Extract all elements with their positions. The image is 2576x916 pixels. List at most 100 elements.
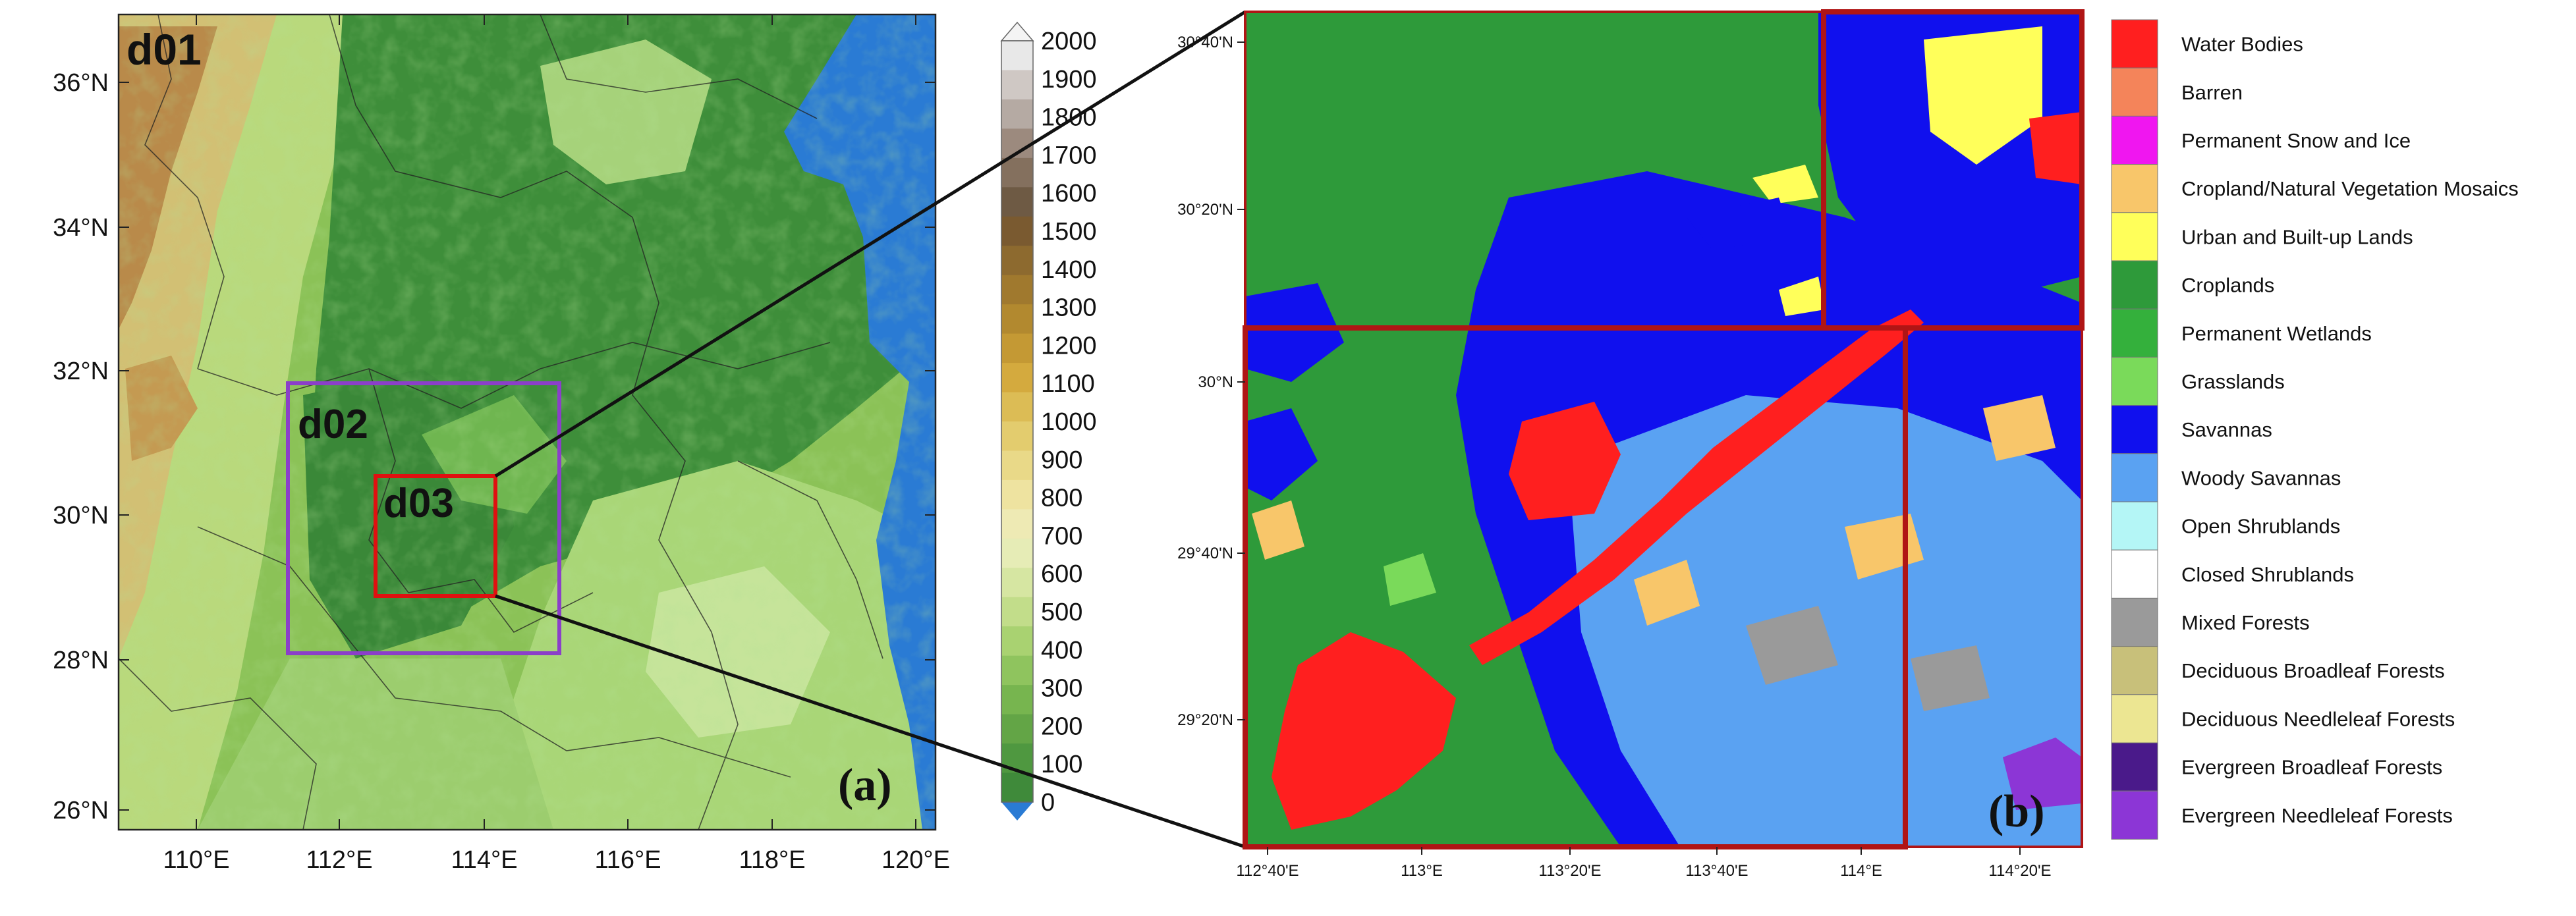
colorbar-swatch [1001, 772, 1033, 803]
legend-swatch [2111, 308, 2158, 358]
legend-label: Cropland/Natural Vegetation Mosaics [2181, 177, 2519, 200]
legend-swatch [2111, 549, 2158, 599]
urban-patch [1779, 277, 1825, 316]
legend-label: Evergreen Needleleaf Forests [2181, 804, 2453, 827]
lat-label: 30°40'N [1177, 34, 1233, 51]
legend-swatch [2111, 356, 2158, 406]
colorbar-swatch [1001, 363, 1033, 393]
colorbar-swatch [1001, 685, 1033, 715]
colorbar-tick: 1200 [1041, 332, 1097, 360]
colorbar-swatch [1001, 450, 1033, 481]
lat-label: 26°N [53, 797, 109, 824]
nest-box-d02 [286, 381, 561, 655]
legend-label: Evergreen Broadleaf Forests [2181, 756, 2442, 779]
colorbar-tick: 600 [1041, 560, 1082, 588]
colorbar-tick: 1600 [1041, 180, 1097, 207]
colorbar-tick: 500 [1041, 599, 1082, 626]
colorbar-tick: 2000 [1041, 28, 1097, 55]
urban-patch [1752, 165, 1818, 204]
colorbar-swatch [1001, 626, 1033, 657]
map-frame-b [1244, 11, 2083, 848]
mosaic-patch [1634, 560, 1700, 626]
colorbar-swatch [1001, 568, 1033, 598]
lat-label: 30°N [53, 502, 109, 529]
colorbar-tick: 1100 [1041, 370, 1095, 398]
domain-label-d03: d03 [383, 481, 454, 526]
grassland-patch [1384, 553, 1436, 606]
legend-swatch [2111, 742, 2158, 792]
domain-label-d02: d02 [298, 402, 368, 447]
legend-swatch [2111, 260, 2158, 310]
nest-box-d03 [374, 474, 497, 598]
lon-label: 110°E [163, 846, 229, 874]
mosaic-patch [1252, 500, 1304, 560]
lon-label: 113°40'E [1685, 862, 1748, 880]
legend-swatch [2111, 453, 2158, 502]
legend-swatch [2111, 212, 2158, 261]
legend-swatch [2111, 646, 2158, 695]
savannas-patch [1687, 198, 1792, 250]
legend-label: Water Bodies [2181, 33, 2303, 56]
panel-tag-a: (a) [838, 760, 892, 811]
colorbar-tick: 1700 [1041, 142, 1097, 169]
lat-label: 29°20'N [1177, 711, 1233, 729]
lat-label: 36°N [53, 69, 109, 97]
lon-label: 114°20'E [1988, 862, 2051, 880]
colorbar-swatch [1001, 70, 1033, 100]
map-frame-a [117, 13, 937, 831]
legend-label: Barren [2181, 81, 2243, 104]
colorbar-tick: 400 [1041, 637, 1082, 664]
legend-label: Urban and Built-up Lands [2181, 225, 2413, 248]
lon-label: 114°E [1840, 862, 1882, 880]
colorbar-tick: 1000 [1041, 408, 1097, 436]
legend-swatches [2111, 19, 2158, 840]
lon-label: 113°20'E [1538, 862, 1601, 880]
zoom-connector-lines [494, 10, 1246, 849]
colorbar-swatches [1000, 21, 1034, 821]
colorbar-swatch [1001, 275, 1033, 305]
colorbar-frame [1001, 40, 1034, 803]
longitude-labels-a: 110°E 112°E 114°E 116°E 118°E 120°E [163, 846, 950, 874]
colorbar-tick: 300 [1041, 675, 1082, 703]
colorbar-swatch [1001, 99, 1033, 129]
lat-label: 30°N [1198, 373, 1233, 391]
latitude-labels-b: 30°40'N 30°20'N 30°N 29°40'N 29°20'N [1177, 34, 1233, 729]
lon-label: 113°E [1401, 862, 1443, 880]
axis-ticks-b [1237, 41, 2021, 855]
colorbar-swatch [1001, 655, 1033, 686]
legend-label: Closed Shrublands [2181, 563, 2354, 586]
colorbar-tick: 200 [1041, 713, 1082, 740]
water-northeast [2029, 112, 2082, 184]
topography-map-d01: 36°N 34°N 32°N 30°N 28°N 26°N 110°E 112°… [53, 13, 950, 874]
colorbar-swatch [1001, 187, 1033, 217]
colorbar-swatch [1001, 246, 1033, 276]
mixed-forest-patch [1746, 606, 1838, 685]
lat-label: 28°N [53, 647, 109, 674]
legend-label: Mixed Forests [2181, 611, 2310, 634]
colorbar-swatch [1001, 392, 1033, 422]
legend-label: Open Shrublands [2181, 515, 2340, 538]
lon-label: 114°E [451, 846, 517, 874]
lake-north [1509, 402, 1621, 520]
colorbar-swatch [1001, 479, 1033, 510]
dongting-lake [1272, 632, 1456, 830]
landcover-map-d03: 30°40'N 30°20'N 30°N 29°40'N 29°20'N 112… [1177, 9, 2085, 880]
legend-swatch [2111, 597, 2158, 647]
lon-label: 118°E [739, 846, 805, 874]
legend-swatch [2111, 405, 2158, 454]
colorbar-swatch [1001, 538, 1033, 568]
elevation-colorbar: 2000 1900 1800 1700 1600 1500 1400 1300 … [1000, 21, 1097, 821]
longitude-labels-b: 112°40'E 113°E 113°20'E 113°40'E 114°E 1… [1236, 862, 2051, 880]
lat-label: 30°20'N [1177, 201, 1233, 219]
panel-tag-b: (b) [1988, 786, 2045, 837]
colorbar-min-arrow [1001, 802, 1033, 821]
landcover-legend: Water Bodies Barren Permanent Snow and I… [2111, 19, 2519, 840]
colorbar-swatch [1001, 421, 1033, 452]
colorbar-swatch [1001, 216, 1033, 246]
needleleaf-forest-patch [2003, 738, 2082, 810]
legend-labels: Water Bodies Barren Permanent Snow and I… [2181, 33, 2519, 827]
colorbar-swatch [1001, 41, 1033, 71]
legend-swatch [2111, 19, 2158, 68]
legend-swatch [2111, 694, 2158, 743]
legend-label: Savannas [2181, 418, 2272, 441]
